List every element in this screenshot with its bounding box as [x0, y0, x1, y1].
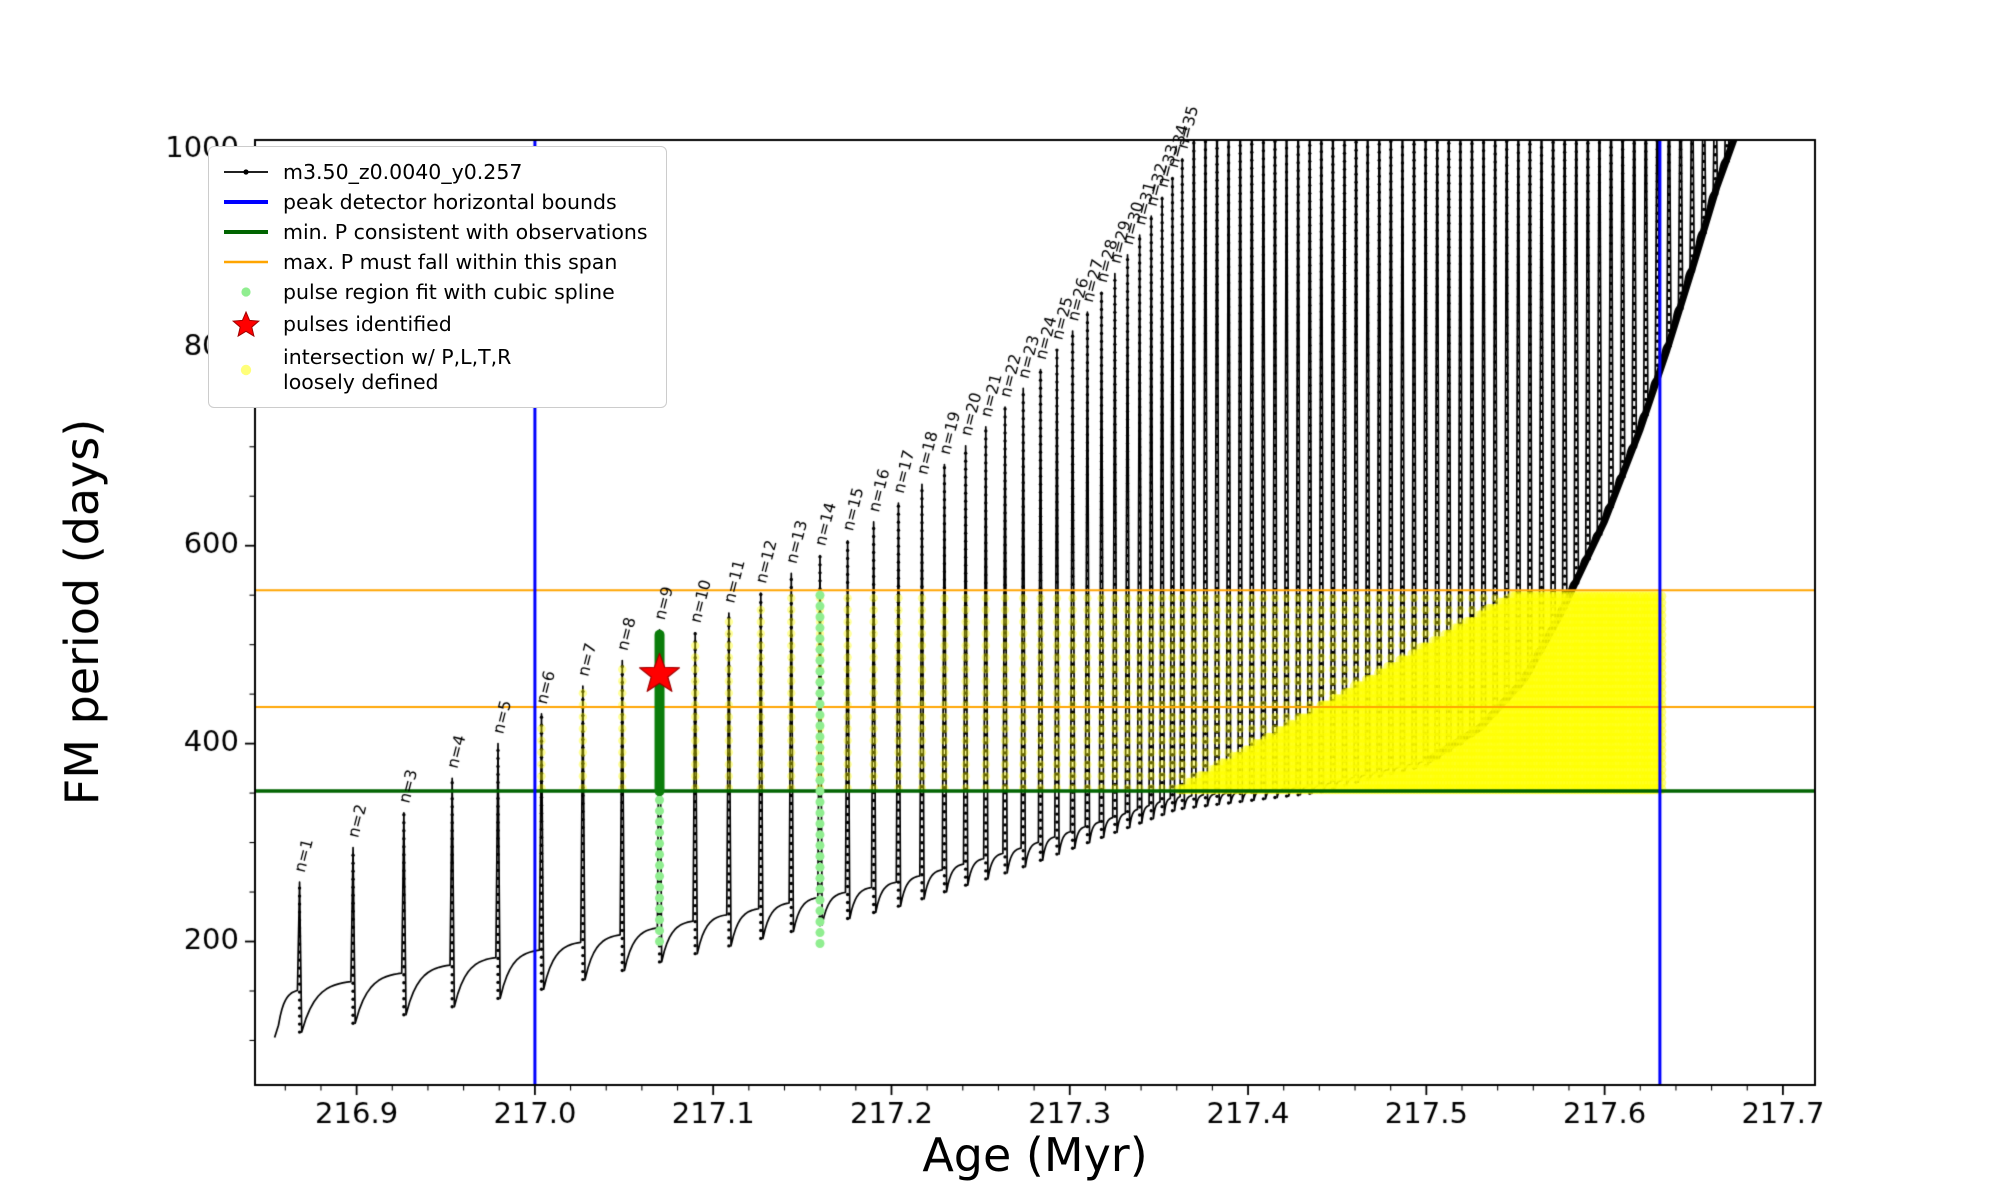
legend-label: peak detector horizontal bounds	[283, 189, 617, 214]
legend-entry-series: m3.50_z0.0040_y0.257	[221, 157, 648, 187]
lightgreen-dot-marker	[221, 281, 271, 303]
red-star-marker	[221, 310, 271, 340]
yellow-dot-marker	[221, 359, 271, 381]
legend-entry-max-p: max. P must fall within this span	[221, 247, 648, 277]
legend: m3.50_z0.0040_y0.257 peak detector horiz…	[208, 146, 667, 408]
legend-label: min. P consistent with observations	[283, 219, 648, 244]
legend-label: intersection w/ P,L,T,R loosely defined	[283, 344, 512, 394]
orange-line-marker	[221, 251, 271, 273]
green-line-marker	[221, 221, 271, 243]
legend-entry-pulse-region: pulse region fit with cubic spline	[221, 277, 648, 307]
blue-line-marker	[221, 191, 271, 213]
legend-entry-pulses-identified: pulses identified	[221, 307, 648, 342]
series-line-marker	[221, 161, 271, 183]
y-axis-title: FM period (days)	[55, 418, 109, 806]
legend-entry-peak-bounds: peak detector horizontal bounds	[221, 187, 648, 217]
legend-entry-min-p: min. P consistent with observations	[221, 217, 648, 247]
legend-label: m3.50_z0.0040_y0.257	[283, 159, 523, 184]
legend-label: pulse region fit with cubic spline	[283, 279, 615, 304]
legend-entry-intersection: intersection w/ P,L,T,R loosely defined	[221, 342, 648, 397]
legend-label: max. P must fall within this span	[283, 249, 618, 274]
x-axis-title: Age (Myr)	[922, 1128, 1148, 1182]
legend-label: pulses identified	[283, 312, 452, 336]
